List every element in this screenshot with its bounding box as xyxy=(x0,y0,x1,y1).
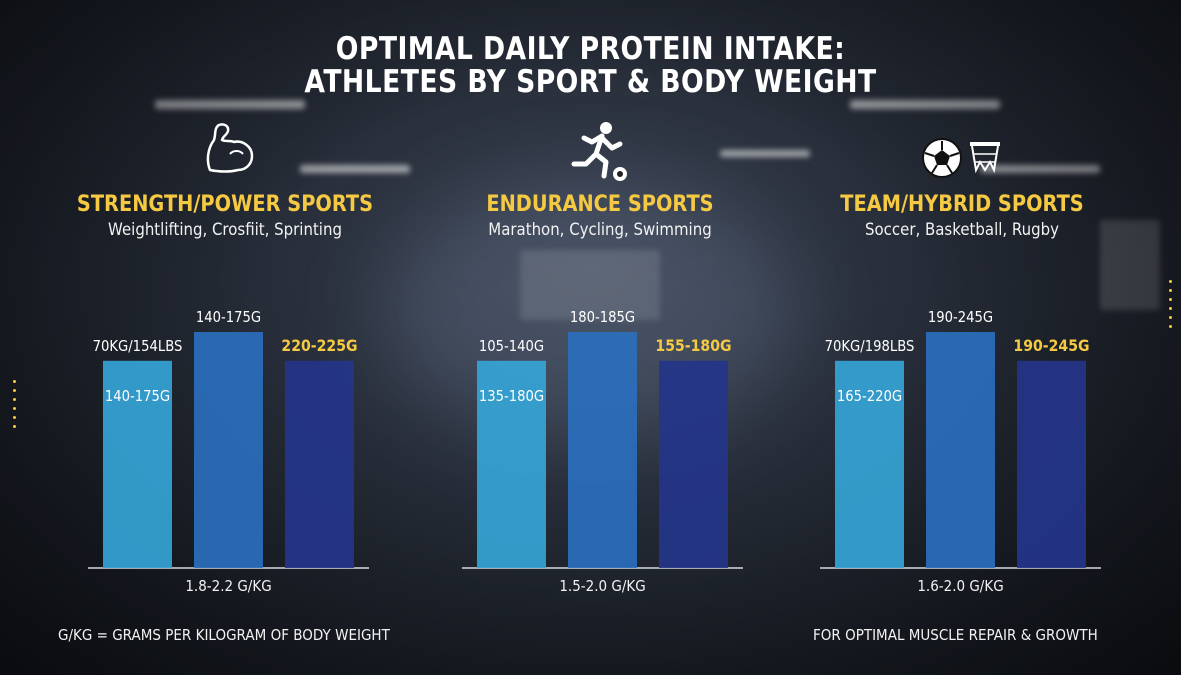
panel-title-team: TEAM/HYBRID SPORTS xyxy=(840,192,1084,217)
bar-inner-label: 165-220G xyxy=(837,388,902,405)
bar-top-label: 70KG/198LBS xyxy=(825,338,915,355)
bar-inner-label: 140-175G xyxy=(105,388,170,405)
runner-icon xyxy=(571,122,627,181)
bar-top-label: 220-225G xyxy=(281,336,357,355)
bar xyxy=(477,360,546,568)
bar xyxy=(835,360,904,568)
bar xyxy=(568,332,637,568)
flexed-arm-icon xyxy=(206,123,254,173)
decorative-dots-left xyxy=(13,380,16,434)
bar-top-label: 190-245G xyxy=(928,309,993,326)
bar xyxy=(103,360,172,568)
panel-subtitle-endurance: Marathon, Cycling, Swimming xyxy=(488,220,712,240)
bar-top-label: 180-185G xyxy=(570,309,635,326)
bar xyxy=(285,360,354,568)
panel-title-endurance: ENDURANCE SPORTS xyxy=(486,192,714,217)
page-title-line1: OPTIMAL DAILY PROTEIN INTAKE: xyxy=(335,31,846,67)
panel-title-strength: STRENGTH/POWER SPORTS xyxy=(76,192,374,217)
x-axis-label: 1.6-2.0 G/KG xyxy=(917,578,1003,595)
bar-top-label: 190-245G xyxy=(1013,336,1089,355)
page-title-line2: ATHLETES BY SPORT & BODY WEIGHT xyxy=(304,64,877,100)
bar-top-label: 140-175G xyxy=(196,309,261,326)
bar xyxy=(926,332,995,568)
bar xyxy=(659,360,728,568)
ball-and-hoop-icon xyxy=(922,138,1000,178)
panel-subtitle-team: Soccer, Basketball, Rugby xyxy=(865,220,1059,240)
bar-inner-label: 135-180G xyxy=(479,388,544,405)
bar xyxy=(1017,360,1086,568)
footer-note-left: G/KG = GRAMS PER KILOGRAM OF BODY WEIGHT xyxy=(58,626,390,644)
bar xyxy=(194,332,263,568)
panel-subtitle-strength: Weightlifting, Crosfiit, Sprinting xyxy=(108,220,342,240)
x-axis-label: 1.8-2.2 G/KG xyxy=(185,578,271,595)
decorative-dots-right xyxy=(1169,280,1172,334)
bar-top-label: 105-140G xyxy=(479,338,544,355)
bar-top-label: 70KG/154LBS xyxy=(93,338,183,355)
footer-note-right: FOR OPTIMAL MUSCLE REPAIR & GROWTH xyxy=(813,626,1098,644)
x-axis-label: 1.5-2.0 G/KG xyxy=(559,578,645,595)
bar-top-label: 155-180G xyxy=(655,336,731,355)
